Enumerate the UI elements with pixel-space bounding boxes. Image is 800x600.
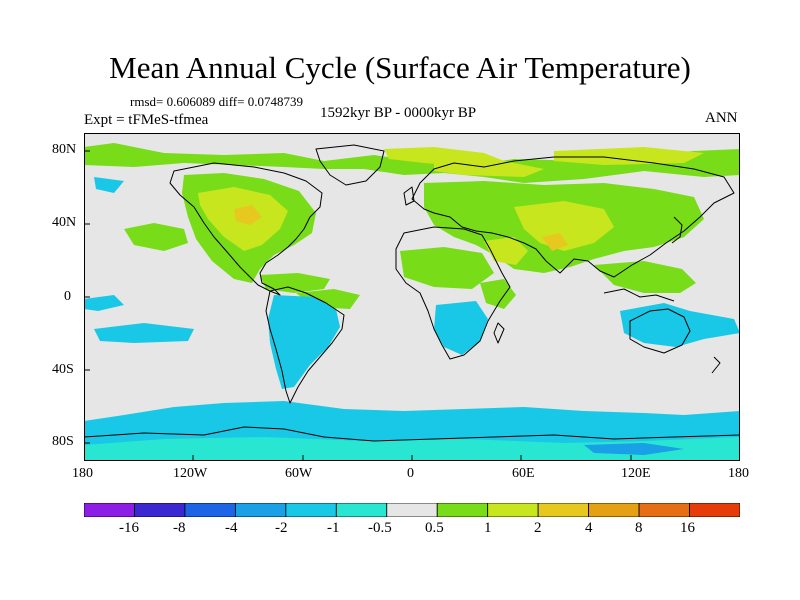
- lon-label-60e: 60E: [512, 466, 535, 481]
- colorbar-swatch: [134, 503, 186, 517]
- colorbar-label: 16: [680, 520, 695, 536]
- southeast-asia-green: [594, 261, 696, 293]
- siberia-yellow-patch: [434, 161, 544, 177]
- india-orange: [542, 233, 568, 251]
- colorbar-label: 8: [635, 520, 643, 536]
- south-america-cool: [268, 295, 340, 389]
- antarctica-coast: [84, 426, 740, 442]
- north-america-orange: [234, 205, 262, 225]
- eurasia-coast: [411, 156, 735, 278]
- stats-text: rmsd= 0.606089 diff= 0.0748739: [130, 94, 303, 109]
- lon-label-0: 0: [407, 466, 414, 481]
- pacific-green-strip: [124, 223, 188, 251]
- caribbean-green: [260, 273, 330, 293]
- antarctic-cyan-band: [84, 437, 740, 461]
- axis-ticks: [84, 150, 632, 461]
- arctic-warm-region: [84, 143, 740, 183]
- africa-coast: [395, 226, 511, 360]
- colorbar-swatch: [487, 503, 539, 517]
- north-america-coast: [169, 162, 323, 296]
- colorbar-label: 1: [484, 520, 492, 536]
- japan-coast: [671, 216, 683, 244]
- experiment-label: Expt = tFMeS-tfmea: [84, 112, 209, 128]
- australia-coast: [629, 308, 691, 354]
- australia-cool: [620, 303, 740, 347]
- colorbar-label: -2: [275, 520, 288, 536]
- colorbar-swatch: [335, 503, 388, 517]
- colorbar-label: -1: [327, 520, 340, 536]
- lat-label-0: 0: [64, 289, 71, 304]
- colorbar-swatch: [689, 503, 740, 517]
- colorbar: [84, 503, 740, 517]
- colorbar-label: 4: [585, 520, 593, 536]
- lon-label-180w: 180: [72, 466, 93, 481]
- greenland-coast: [315, 144, 385, 186]
- colorbar-swatch: [234, 503, 287, 517]
- new-zealand-coast: [711, 356, 721, 374]
- lat-label-80s: 80S: [52, 434, 74, 449]
- central-asia-yellow: [514, 201, 614, 251]
- antarctic-blue-patch: [584, 443, 684, 455]
- temperature-difference-map: [84, 133, 740, 461]
- map-title: Mean Annual Cycle (Surface Air Temperatu…: [109, 50, 691, 85]
- colorbar-label: 2: [534, 520, 542, 536]
- period-label: 1592kyr BP - 0000kyr BP: [320, 105, 477, 121]
- lon-label-120w: 120W: [173, 466, 208, 481]
- uk-coast: [403, 186, 415, 206]
- colorbar-label: -8: [173, 520, 186, 536]
- southern-africa-cool: [434, 301, 488, 355]
- colorbar-swatch: [588, 503, 640, 517]
- colorbar-swatch: [436, 503, 489, 517]
- lon-label-60w: 60W: [285, 466, 313, 481]
- lat-label-80n: 80N: [52, 142, 77, 157]
- east-pacific-cool: [84, 295, 124, 311]
- colorbar-swatch: [84, 503, 135, 517]
- madagascar-coast: [493, 322, 505, 344]
- lon-label-120e: 120E: [621, 466, 651, 481]
- colorbar-swatch: [184, 503, 236, 517]
- colorbar-swatch: [285, 503, 337, 517]
- coastlines: [84, 144, 740, 442]
- indonesia-coast: [603, 288, 675, 302]
- colorbar-swatch: [537, 503, 590, 517]
- africa-north-green: [400, 247, 494, 289]
- season-label: ANN: [705, 110, 738, 126]
- east-africa-green: [480, 279, 516, 309]
- colorbar-swatch: [386, 503, 438, 517]
- lon-label-180e: 180: [728, 466, 749, 481]
- colorbar-label: -4: [225, 520, 238, 536]
- south-pacific-cool: [94, 323, 194, 343]
- lat-label-40s: 40S: [52, 362, 74, 377]
- arctic-yellow-patch-2: [554, 147, 704, 165]
- colorbar-label: 0.5: [425, 520, 444, 536]
- colorbar-swatch: [638, 503, 690, 517]
- colorbar-label: -16: [119, 520, 139, 536]
- cyan-patch-nw: [94, 177, 124, 193]
- south-america-coast: [265, 286, 345, 404]
- lat-label-40n: 40N: [52, 215, 77, 230]
- colorbar-label: -0.5: [368, 520, 392, 536]
